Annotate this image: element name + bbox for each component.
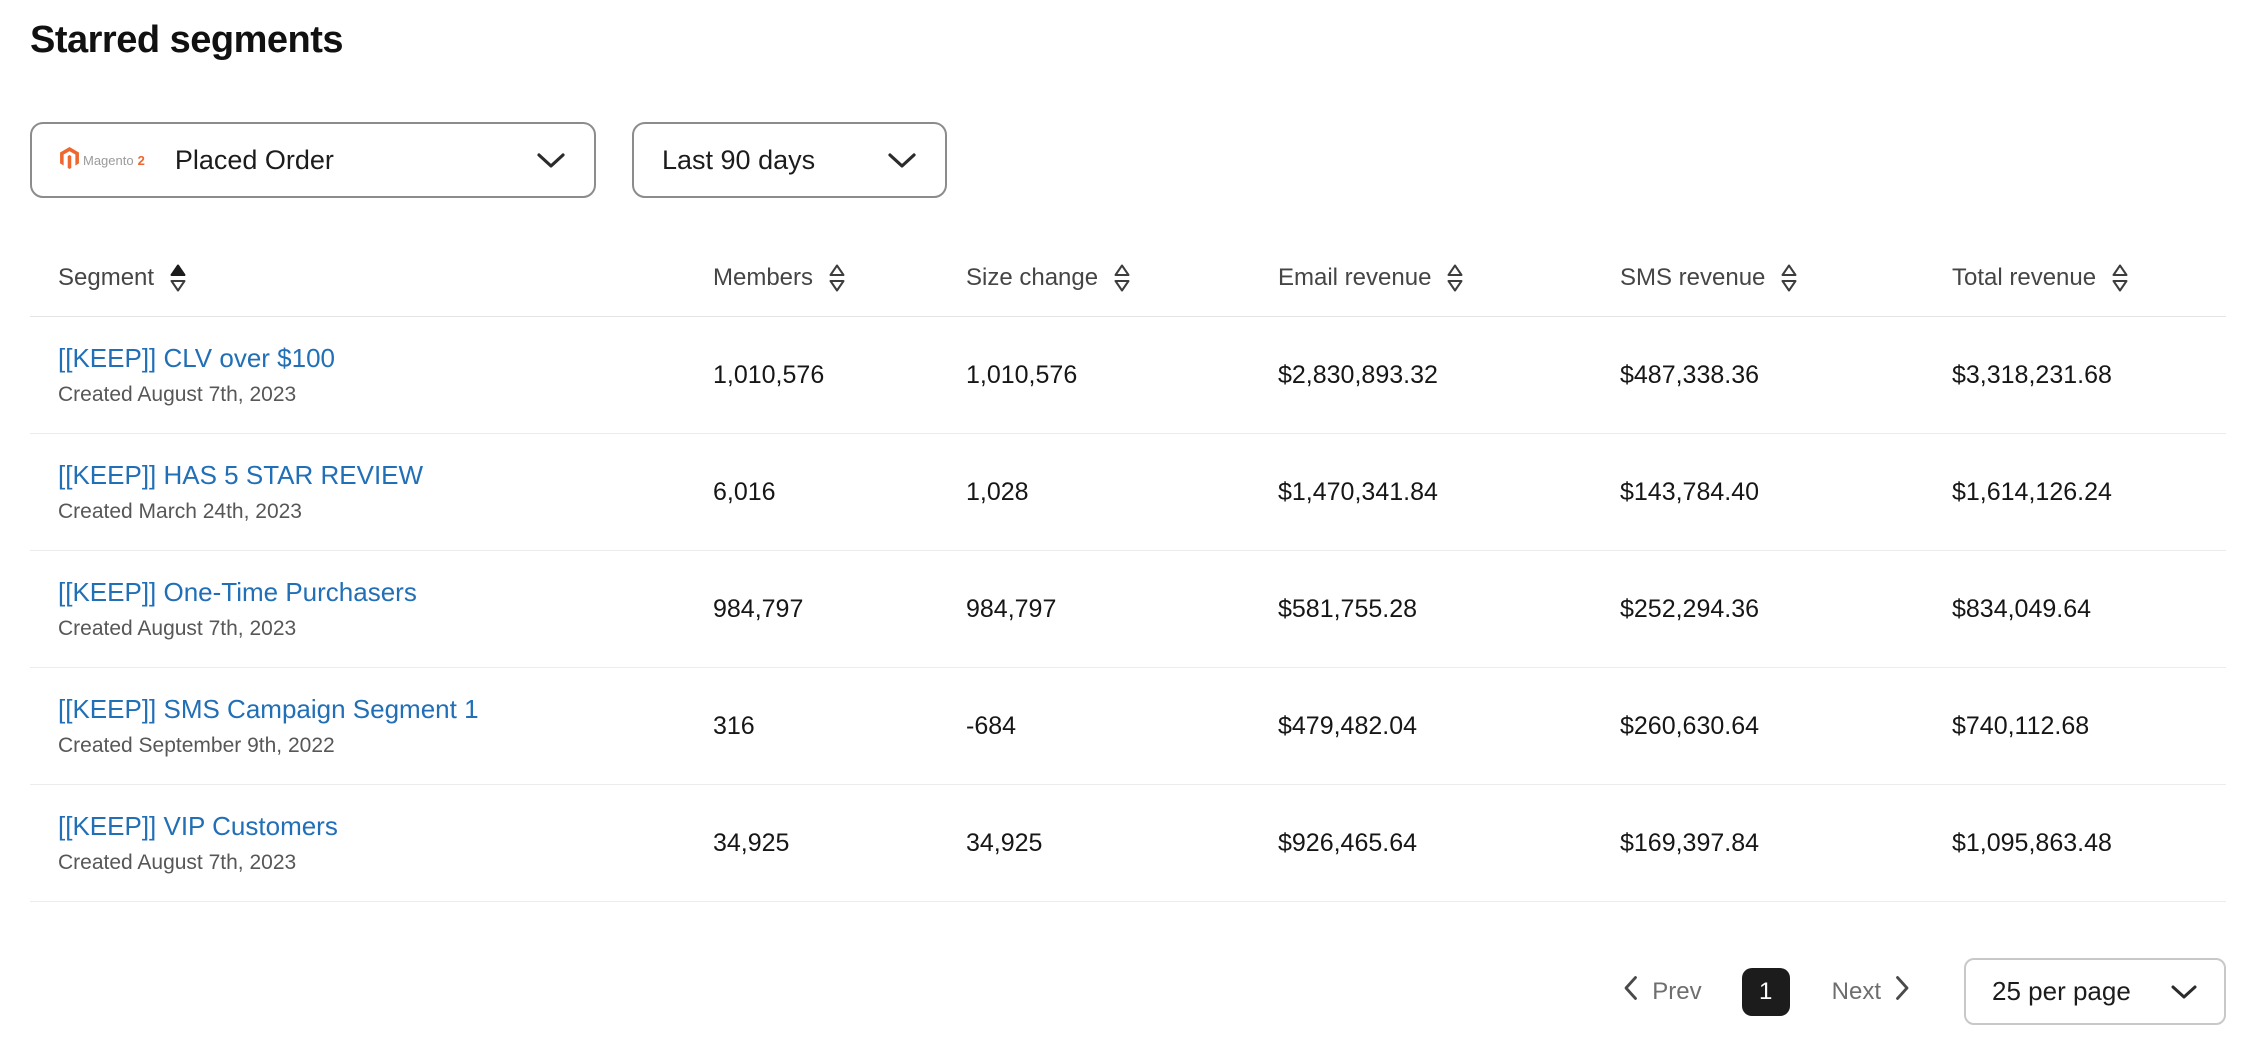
column-header-label: Email revenue [1278,264,1432,291]
column-header-label: Members [713,264,814,291]
magento-icon [60,145,79,176]
chevron-down-icon [887,152,917,169]
magento-badge-name: Magento [83,152,134,168]
sms-revenue-cell: $252,294.36 [1620,594,1760,623]
total-revenue-cell: $740,112.68 [1952,711,2090,740]
email-revenue-cell: $926,465.64 [1278,828,1418,857]
total-revenue-cell: $1,095,863.48 [1952,828,2112,857]
chevron-down-icon [2170,984,2198,1000]
segment-cell: [[KEEP]] HAS 5 STAR REVIEW Created March… [30,460,713,524]
segment-cell: [[KEEP]] CLV over $100 Created August 7t… [30,343,713,407]
segment-link[interactable]: [[KEEP]] SMS Campaign Segment 1 [58,694,479,724]
magento-badge-version: 2 [137,152,145,168]
segment-created-date: Created September 9th, 2022 [58,734,335,757]
date-range-dropdown[interactable]: Last 90 days [632,122,947,198]
column-header-segment[interactable]: Segment [30,264,713,292]
sms-revenue-cell: $169,397.84 [1620,828,1760,857]
segment-cell: [[KEEP]] SMS Campaign Segment 1 Created … [30,694,713,758]
segment-created-date: Created August 7th, 2023 [58,617,297,640]
segment-created-date: Created March 24th, 2023 [58,500,302,523]
chevron-right-icon [1895,975,1910,1008]
segments-table: Segment Members Size cha [30,198,2226,902]
segment-link[interactable]: [[KEEP]] One-Time Purchasers [58,577,417,607]
date-range-label: Last 90 days [662,144,816,175]
sort-icon[interactable] [1447,264,1463,292]
members-cell: 1,010,576 [713,360,825,389]
table-row: [[KEEP]] HAS 5 STAR REVIEW Created March… [30,434,2226,551]
prev-label: Prev [1652,977,1702,1005]
starred-segments-page: Starred segments Magento 2 Placed Order [0,16,2256,1025]
size-change-cell: 34,925 [966,828,1043,857]
email-revenue-cell: $581,755.28 [1278,594,1418,623]
email-revenue-cell: $2,830,893.32 [1278,360,1438,389]
chevron-down-icon [536,152,566,169]
members-cell: 34,925 [713,828,790,857]
segment-cell: [[KEEP]] One-Time Purchasers Created Aug… [30,577,713,641]
per-page-dropdown[interactable]: 25 per page [1964,958,2226,1025]
per-page-label: 25 per page [1992,976,2131,1006]
total-revenue-cell: $3,318,231.68 [1952,360,2112,389]
sms-revenue-cell: $143,784.40 [1620,477,1760,506]
column-header-size-change[interactable]: Size change [966,264,1278,292]
column-header-label: Total revenue [1952,264,2097,291]
size-change-cell: 1,010,576 [966,360,1078,389]
table-row: [[KEEP]] VIP Customers Created August 7t… [30,785,2226,902]
total-revenue-cell: $834,049.64 [1952,594,2092,623]
segment-cell: [[KEEP]] VIP Customers Created August 7t… [30,811,713,875]
email-revenue-cell: $1,470,341.84 [1278,477,1438,506]
column-header-label: SMS revenue [1620,264,1766,291]
sort-icon[interactable] [2112,264,2128,292]
size-change-cell: 984,797 [966,594,1057,623]
table-row: [[KEEP]] SMS Campaign Segment 1 Created … [30,668,2226,785]
sort-asc-icon[interactable] [170,264,186,292]
table-row: [[KEEP]] One-Time Purchasers Created Aug… [30,551,2226,668]
filter-bar: Magento 2 Placed Order Last 90 days [30,122,2226,198]
sort-icon[interactable] [1781,264,1797,292]
column-header-sms-revenue[interactable]: SMS revenue [1620,264,1952,292]
sort-icon[interactable] [1114,264,1130,292]
magento-logo-badge: Magento 2 [60,145,145,176]
members-cell: 316 [713,711,755,740]
table-row: [[KEEP]] CLV over $100 Created August 7t… [30,317,2226,434]
size-change-cell: 1,028 [966,477,1029,506]
segment-created-date: Created August 7th, 2023 [58,383,297,406]
sort-icon[interactable] [829,264,845,292]
column-header-label: Segment [58,264,155,291]
page-title: Starred segments [30,19,344,61]
segment-created-date: Created August 7th, 2023 [58,851,297,874]
chevron-left-icon [1623,975,1638,1008]
column-header-members[interactable]: Members [713,264,966,292]
size-change-cell: -684 [966,711,1017,740]
members-cell: 6,016 [713,477,776,506]
column-header-label: Size change [966,264,1099,291]
segment-link[interactable]: [[KEEP]] CLV over $100 [58,343,335,373]
segment-link[interactable]: [[KEEP]] HAS 5 STAR REVIEW [58,460,424,490]
sms-revenue-cell: $260,630.64 [1620,711,1760,740]
segment-link[interactable]: [[KEEP]] VIP Customers [58,811,338,841]
next-page-button[interactable]: Next [1832,975,1910,1008]
column-header-email-revenue[interactable]: Email revenue [1278,264,1620,292]
members-cell: 984,797 [713,594,804,623]
column-header-total-revenue[interactable]: Total revenue [1952,264,2226,292]
metric-filter-dropdown[interactable]: Magento 2 Placed Order [30,122,596,198]
email-revenue-cell: $479,482.04 [1278,711,1418,740]
total-revenue-cell: $1,614,126.24 [1952,477,2112,506]
prev-page-button[interactable]: Prev [1623,975,1702,1008]
metric-filter-label: Placed Order [174,144,334,175]
pagination-bar: Prev 1 Next 25 per page [30,958,2226,1025]
next-label: Next [1831,977,1881,1005]
table-header-row: Segment Members Size cha [30,198,2226,317]
current-page-button[interactable]: 1 [1741,967,1790,1016]
sms-revenue-cell: $487,338.36 [1620,360,1760,389]
